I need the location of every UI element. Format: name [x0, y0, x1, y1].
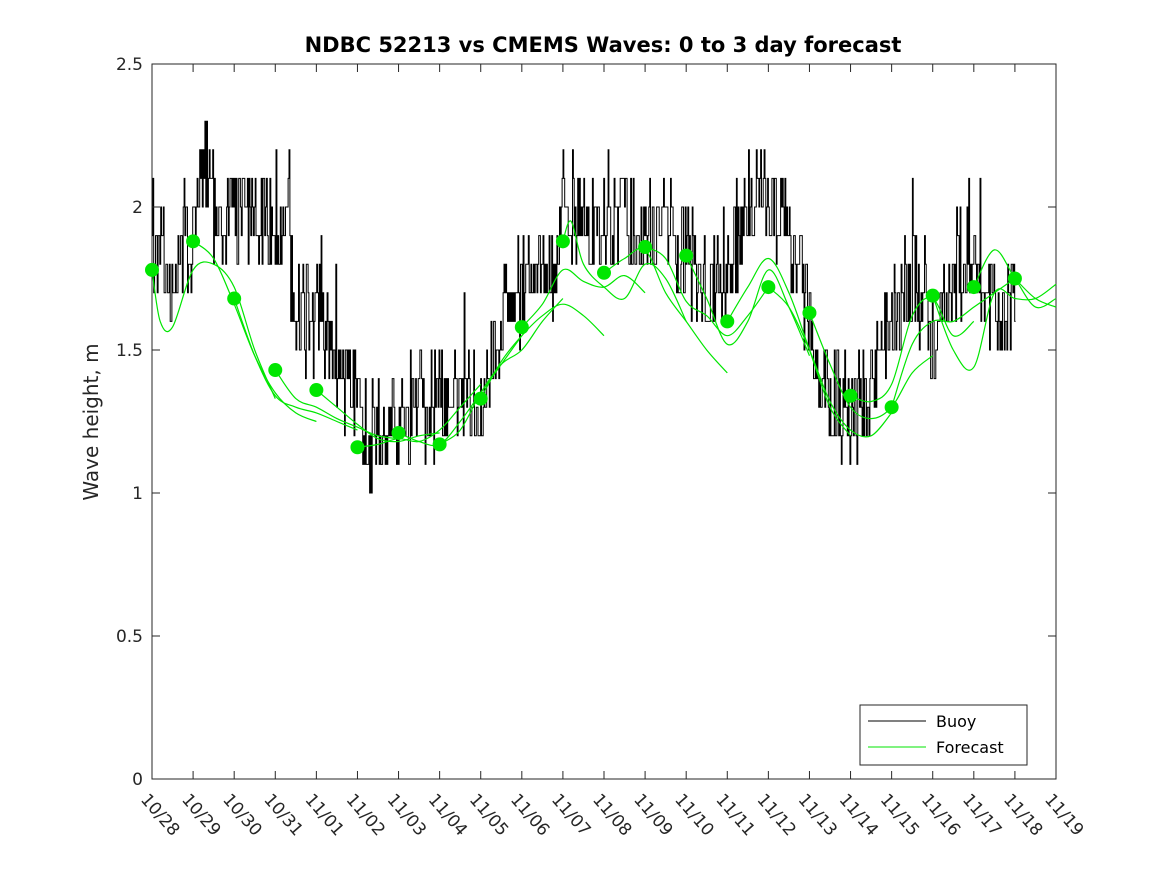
forecast-start-marker [966, 280, 981, 295]
forecast-line [767, 286, 893, 438]
forecast-start-marker [843, 388, 858, 403]
forecast-start-marker [884, 400, 899, 415]
x-tick-label: 11/01 [301, 790, 348, 840]
chart-title: NDBC 52213 vs CMEMS Waves: 0 to 3 day fo… [305, 33, 902, 57]
forecast-line [603, 247, 728, 374]
forecast-start-marker [1007, 271, 1022, 286]
buoy-line [152, 120, 1016, 494]
x-tick-label: 11/09 [629, 790, 676, 840]
forecast-line [151, 261, 276, 399]
legend: Buoy Forecast [859, 704, 1028, 766]
x-tick-label: 10/31 [259, 790, 306, 840]
y-tick-label: 0.5 [116, 627, 143, 647]
x-tick-label: 11/18 [999, 790, 1046, 840]
y-tick-label: 0 [132, 770, 143, 790]
x-tick-label: 10/29 [177, 790, 224, 840]
legend-buoy-label: Buoy [936, 712, 976, 731]
x-tick-label: 11/05 [465, 790, 512, 840]
forecast-markers [145, 234, 1022, 455]
forecast-start-marker [309, 383, 324, 398]
forecast-start-marker [925, 288, 940, 303]
forecast-line [726, 257, 851, 437]
legend-forecast-label: Forecast [936, 738, 1004, 757]
forecast-line [316, 389, 440, 443]
forecast-line [192, 240, 317, 423]
forecast-start-marker [186, 234, 201, 249]
forecast-line [521, 268, 646, 328]
x-tick-label: 10/28 [136, 790, 183, 840]
y-tick-label: 1.5 [116, 341, 143, 361]
forecast-start-marker [555, 234, 570, 249]
x-tick-label: 11/13 [794, 790, 841, 840]
forecast-start-marker [350, 440, 365, 455]
x-tick-label: 11/16 [917, 790, 964, 840]
forecast-start-marker [802, 305, 817, 320]
forecast-line [808, 312, 934, 420]
x-tick-label: 11/07 [547, 790, 594, 840]
x-tick-label: 11/06 [506, 790, 553, 840]
x-tick-label: 11/08 [588, 790, 635, 840]
forecast-line [480, 303, 605, 399]
x-tick-label: 11/19 [1040, 790, 1087, 840]
x-tick-label: 11/15 [876, 790, 923, 840]
forecast-line [274, 369, 399, 440]
forecast-start-marker [473, 391, 488, 406]
y-tick-label: 2.5 [116, 55, 143, 75]
forecast-start-marker [227, 291, 242, 306]
y-axis-label: Wave height, m [79, 343, 103, 500]
x-tick-label: 11/12 [753, 790, 800, 840]
forecast-series [151, 220, 1057, 448]
forecast-start-marker [391, 425, 406, 440]
forecast-start-marker [268, 363, 283, 378]
plot-area [151, 63, 1057, 780]
y-axis-ticks: 0 0.5 1 1.5 2 2.5 [116, 55, 1056, 790]
forecast-start-marker [679, 248, 694, 263]
x-tick-label: 11/17 [958, 790, 1005, 840]
forecast-line [562, 220, 687, 322]
x-tick-label: 11/10 [670, 790, 717, 840]
y-tick-label: 2 [132, 198, 143, 218]
x-tick-label: 11/04 [424, 790, 471, 840]
forecast-start-marker [720, 314, 735, 329]
forecast-start-marker [638, 240, 653, 255]
x-tick-label: 11/03 [383, 790, 430, 840]
buoy-series [152, 120, 1016, 494]
forecast-line [439, 298, 564, 445]
forecast-line [644, 246, 769, 337]
forecast-line [850, 297, 975, 403]
x-tick-label: 11/02 [342, 790, 389, 840]
x-tick-label: 10/30 [218, 790, 265, 840]
x-tick-label: 11/14 [835, 790, 882, 840]
y-tick-label: 1 [132, 484, 143, 504]
forecast-start-marker [514, 320, 529, 335]
forecast-start-marker [761, 280, 776, 295]
forecast-start-marker [432, 437, 447, 452]
forecast-start-marker [597, 265, 611, 280]
axes-box [151, 63, 1057, 780]
forecast-start-marker [145, 262, 159, 277]
legend-box [859, 704, 1028, 766]
forecast-line [233, 298, 358, 431]
x-tick-label: 11/11 [711, 790, 758, 840]
